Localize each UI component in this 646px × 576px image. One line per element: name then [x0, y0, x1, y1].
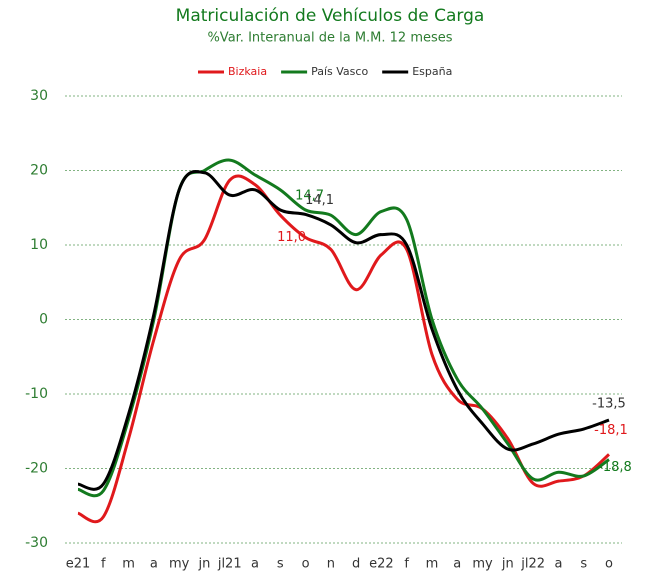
- x-tick-label: o: [302, 557, 310, 572]
- data-label: -18,8: [598, 460, 632, 475]
- x-tick-label: e21: [66, 557, 91, 572]
- legend-label: Bizkaia: [228, 65, 267, 78]
- legend-label: País Vasco: [311, 65, 368, 78]
- x-tick-label: e22: [369, 557, 394, 572]
- data-label: -18,1: [594, 423, 628, 438]
- x-tick-label: jl22: [520, 557, 545, 572]
- data-label: 14,7: [295, 188, 324, 203]
- x-tick-label: jn: [501, 557, 514, 572]
- x-tick-label: m: [122, 557, 135, 572]
- y-tick-label: -30: [25, 535, 48, 551]
- x-tick-label: jn: [197, 557, 210, 572]
- x-tick-label: a: [453, 557, 461, 572]
- y-tick-label: 0: [39, 312, 48, 328]
- y-tick-label: -10: [25, 386, 48, 402]
- chart-title: Matriculación de Vehículos de Carga: [176, 6, 485, 26]
- x-tick-label: d: [352, 557, 360, 572]
- x-tick-label: s: [277, 557, 284, 572]
- x-tick-label: jl21: [217, 557, 242, 572]
- x-tick-label: f: [404, 557, 409, 572]
- x-tick-label: a: [554, 557, 562, 572]
- x-tick-label: my: [169, 557, 190, 572]
- y-tick-label: 10: [30, 237, 48, 253]
- x-tick-label: s: [580, 557, 587, 572]
- x-tick-label: m: [426, 557, 439, 572]
- y-tick-label: -20: [25, 461, 48, 477]
- x-tick-label: n: [327, 557, 335, 572]
- line-series: [77, 170, 610, 491]
- chart-subtitle: %Var. Interanual de la M.M. 12 meses: [207, 31, 452, 46]
- y-tick-label: 20: [30, 163, 48, 179]
- x-tick-label: o: [605, 557, 613, 572]
- data-label: 11,0: [277, 230, 306, 245]
- data-label: 14,1: [305, 193, 334, 208]
- data-label: -13,5: [592, 397, 626, 412]
- y-tick-label: 30: [30, 88, 48, 104]
- x-tick-label: my: [472, 557, 493, 572]
- legend-label: España: [412, 65, 452, 78]
- x-tick-label: a: [150, 557, 158, 572]
- x-tick-label: a: [251, 557, 259, 572]
- x-tick-label: f: [101, 557, 106, 572]
